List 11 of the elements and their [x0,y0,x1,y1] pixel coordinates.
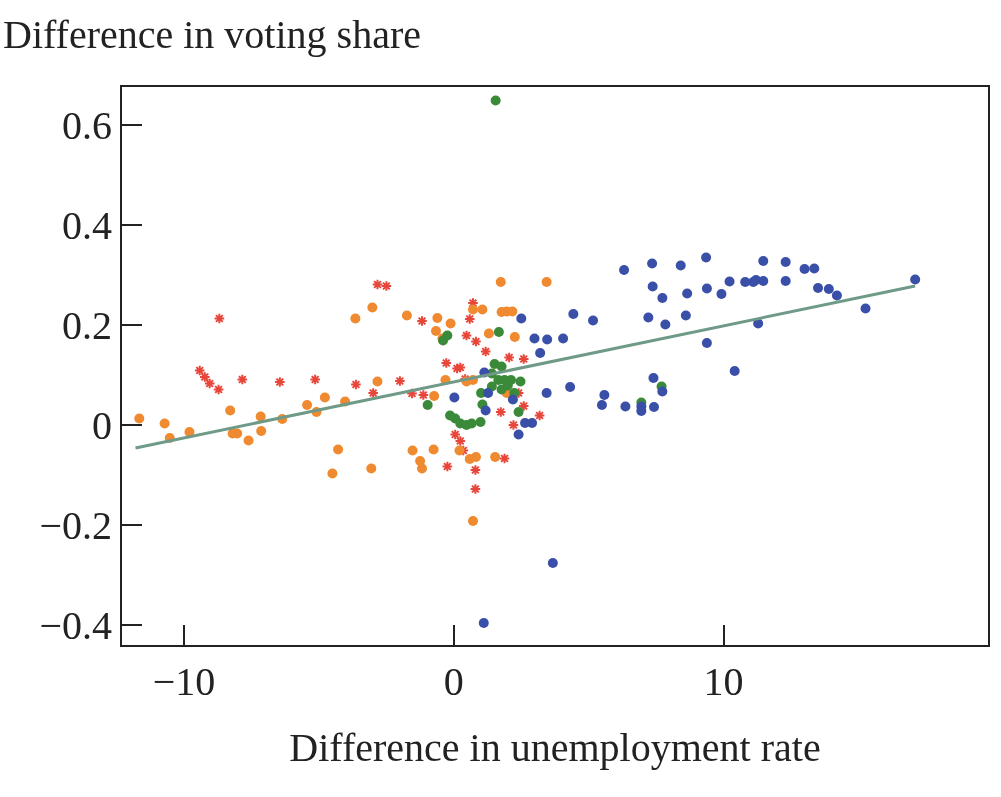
y-tick-label: −0.2 [39,503,112,548]
x-tick-label: 10 [703,659,744,704]
y-axis-title: Difference in voting share [3,12,421,57]
y-tick-label: 0 [92,403,112,448]
y-tick-label: 0.6 [62,103,112,148]
y-tick-label: 0.2 [62,303,112,348]
y-tick-label: −0.4 [39,603,112,648]
x-axis-title: Difference in unemployment rate [289,725,821,770]
y-tick-label: 0.4 [62,203,112,248]
x-tick-label: 0 [443,659,464,704]
x-tick-label: −10 [152,659,216,704]
